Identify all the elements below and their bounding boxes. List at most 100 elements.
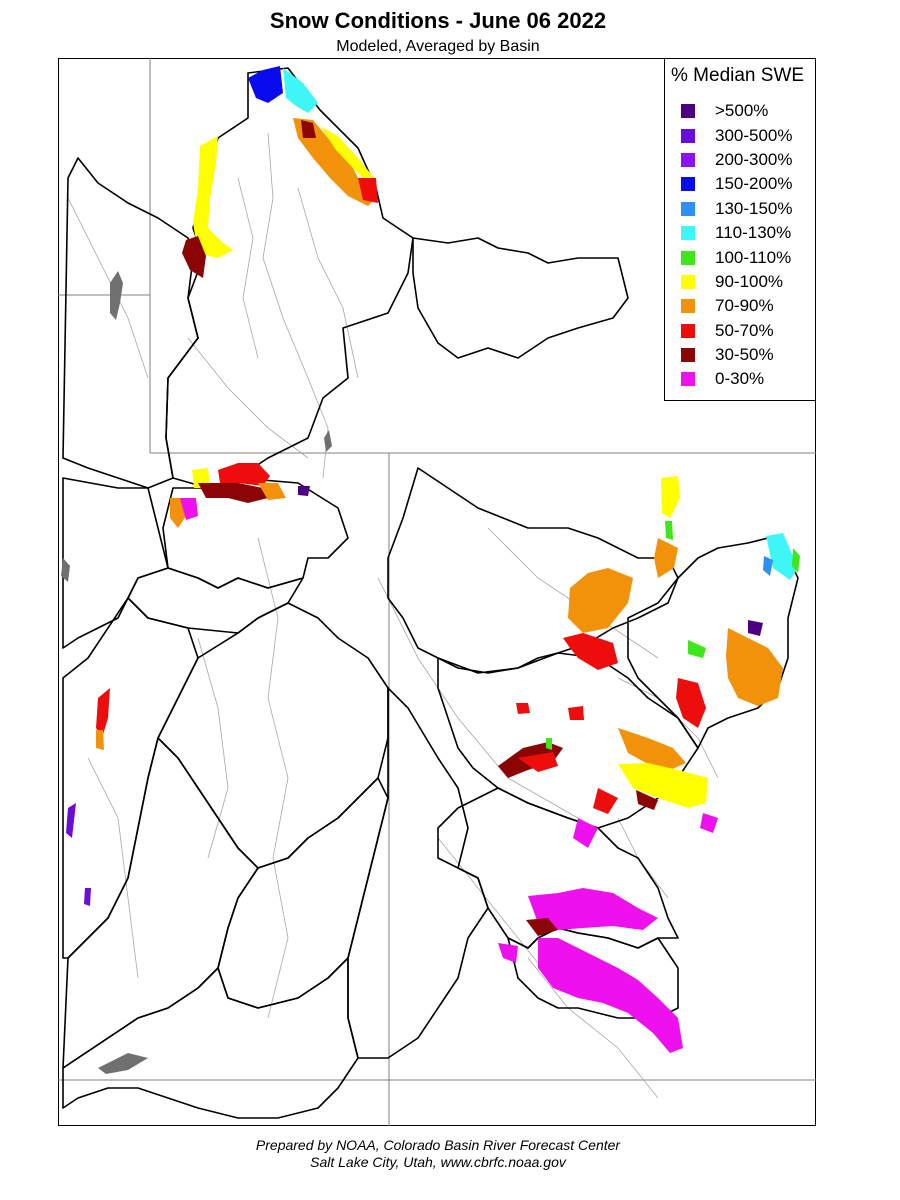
swe-patch	[654, 538, 678, 578]
legend-swatch	[681, 128, 695, 143]
swe-patch	[66, 803, 76, 838]
swe-patch	[676, 678, 706, 728]
legend-label: 110-130%	[715, 223, 792, 243]
swe-patch	[498, 943, 518, 963]
swe-patch	[661, 476, 680, 518]
swe-patch	[248, 66, 283, 103]
legend-item: 0-30%	[681, 367, 793, 391]
swe-patch	[538, 938, 683, 1053]
river	[187, 337, 309, 459]
legend-label: 30-50%	[715, 345, 774, 365]
state-boundaries	[58, 58, 816, 1126]
swe-patch	[618, 763, 708, 808]
swe-patch	[748, 620, 763, 636]
swe-patch	[528, 888, 658, 930]
basin-outline	[62, 157, 199, 489]
legend-label: 300-500%	[715, 125, 793, 145]
legend-item: 300-500%	[681, 123, 793, 147]
swe-patch	[726, 628, 783, 706]
legend-item: 30-50%	[681, 343, 793, 367]
swe-patch	[96, 730, 104, 750]
swe-patch	[298, 486, 310, 496]
swe-patch	[198, 483, 268, 503]
legend-swatch	[681, 177, 695, 192]
legend-swatch	[681, 201, 695, 216]
swe-patch	[258, 483, 286, 500]
basin-outline	[62, 477, 169, 649]
swe-patch	[301, 120, 316, 138]
legend-swatch	[681, 104, 695, 119]
legend-item: 100-110%	[681, 245, 793, 269]
legend-swatch	[681, 348, 695, 363]
river	[262, 132, 329, 479]
swe-patch	[568, 568, 633, 633]
legend-swatch	[681, 372, 695, 387]
swe-patch	[766, 533, 798, 580]
lakes	[61, 271, 332, 1074]
legend-item: >500%	[681, 99, 793, 123]
legend-list: >500% 300-500% 200-300% 150-200% 130-150% 110…	[681, 99, 793, 392]
legend-swatch	[681, 299, 695, 314]
footer-location: Salt Lake City, Utah, www.cbrfc.noaa.gov	[310, 1154, 566, 1170]
river	[527, 957, 659, 1099]
river	[297, 187, 359, 379]
swe-patch	[283, 68, 318, 113]
legend-label: 0-30%	[715, 369, 765, 389]
legend-item: 130-150%	[681, 197, 793, 221]
swe-patch	[700, 813, 718, 833]
map-legend: % Median SWE >500% 300-500% 200-300% 150-20…	[664, 58, 816, 401]
legend-item: 90-100%	[681, 270, 793, 294]
legend-label: 70-90%	[715, 296, 774, 316]
basin-outline	[627, 537, 799, 749]
swe-patch	[516, 703, 530, 714]
river	[87, 757, 139, 979]
swe-patch	[593, 788, 618, 814]
swe-patch	[568, 706, 584, 720]
legend-title: % Median SWE	[671, 65, 805, 86]
swe-patch	[792, 548, 800, 573]
lake	[98, 1053, 148, 1074]
swe-patch	[573, 818, 598, 848]
basin-outline	[412, 237, 629, 359]
legend-item: 50-70%	[681, 319, 793, 343]
legend-item: 200-300%	[681, 148, 793, 172]
river	[197, 637, 229, 859]
legend-label: >500%	[715, 101, 769, 121]
lake	[324, 430, 332, 452]
swe-patch	[518, 752, 558, 772]
river	[237, 177, 259, 359]
swe-patch	[665, 521, 673, 540]
swe-patch	[320, 126, 376, 186]
legend-swatch	[681, 152, 695, 167]
swe-patch	[193, 136, 233, 258]
swe-patch	[618, 728, 686, 770]
swe-patch	[763, 556, 773, 576]
legend-swatch	[681, 323, 695, 338]
legend-item: 70-90%	[681, 294, 793, 318]
legend-label: 100-110%	[715, 247, 792, 267]
map-subtitle: Modeled, Averaged by Basin	[336, 38, 540, 55]
swe-patch	[546, 738, 552, 750]
lake	[110, 271, 123, 320]
legend-label: 90-100%	[715, 271, 784, 291]
swe-patch	[182, 236, 206, 278]
river	[257, 537, 289, 1019]
swe-patch	[218, 463, 270, 486]
swe-patch	[688, 640, 706, 658]
legend-label: 50-70%	[715, 320, 774, 340]
legend-label: 150-200%	[715, 174, 793, 194]
swe-patch	[84, 888, 91, 906]
swe-patches	[66, 66, 800, 1053]
legend-swatch	[681, 274, 695, 289]
swe-patch	[563, 633, 618, 670]
swe-patch	[293, 118, 378, 206]
legend-label: 200-300%	[715, 149, 793, 169]
legend-item: 150-200%	[681, 172, 793, 196]
footer-credit: Prepared by NOAA, Colorado Basin River F…	[255, 1137, 621, 1153]
swe-patch	[526, 918, 558, 936]
legend-label: 130-150%	[715, 198, 793, 218]
swe-patch	[96, 688, 110, 738]
legend-item: 110-130%	[681, 221, 793, 245]
basin-outline	[62, 957, 359, 1119]
lake	[61, 558, 70, 582]
